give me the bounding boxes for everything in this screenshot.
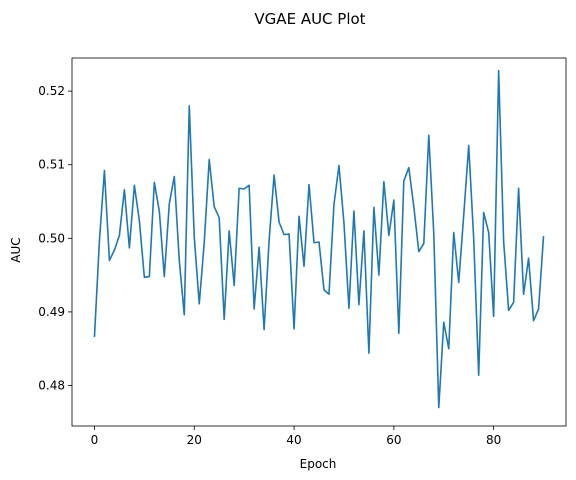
y-axis: 0.48 0.49 0.50 0.51 0.52 xyxy=(38,84,72,393)
x-tick-label: 20 xyxy=(187,433,202,447)
x-tick-label: 0 xyxy=(91,433,99,447)
y-tick-label: 0.50 xyxy=(38,231,65,245)
y-axis-label: AUC xyxy=(9,237,23,262)
y-tick-label: 0.52 xyxy=(38,84,65,98)
x-axis: 0 20 40 60 80 xyxy=(91,426,501,447)
series-line-auc xyxy=(93,69,545,409)
axes-frame xyxy=(71,57,567,427)
x-tick-label: 60 xyxy=(386,433,401,447)
x-tick-label: 40 xyxy=(286,433,301,447)
x-tick-label: 80 xyxy=(486,433,501,447)
x-axis-label: Epoch xyxy=(300,457,337,471)
y-tick-label: 0.51 xyxy=(38,158,65,172)
y-tick-label: 0.49 xyxy=(38,305,65,319)
chart-title: VGAE AUC Plot xyxy=(254,10,365,28)
y-tick-label: 0.48 xyxy=(38,379,65,393)
